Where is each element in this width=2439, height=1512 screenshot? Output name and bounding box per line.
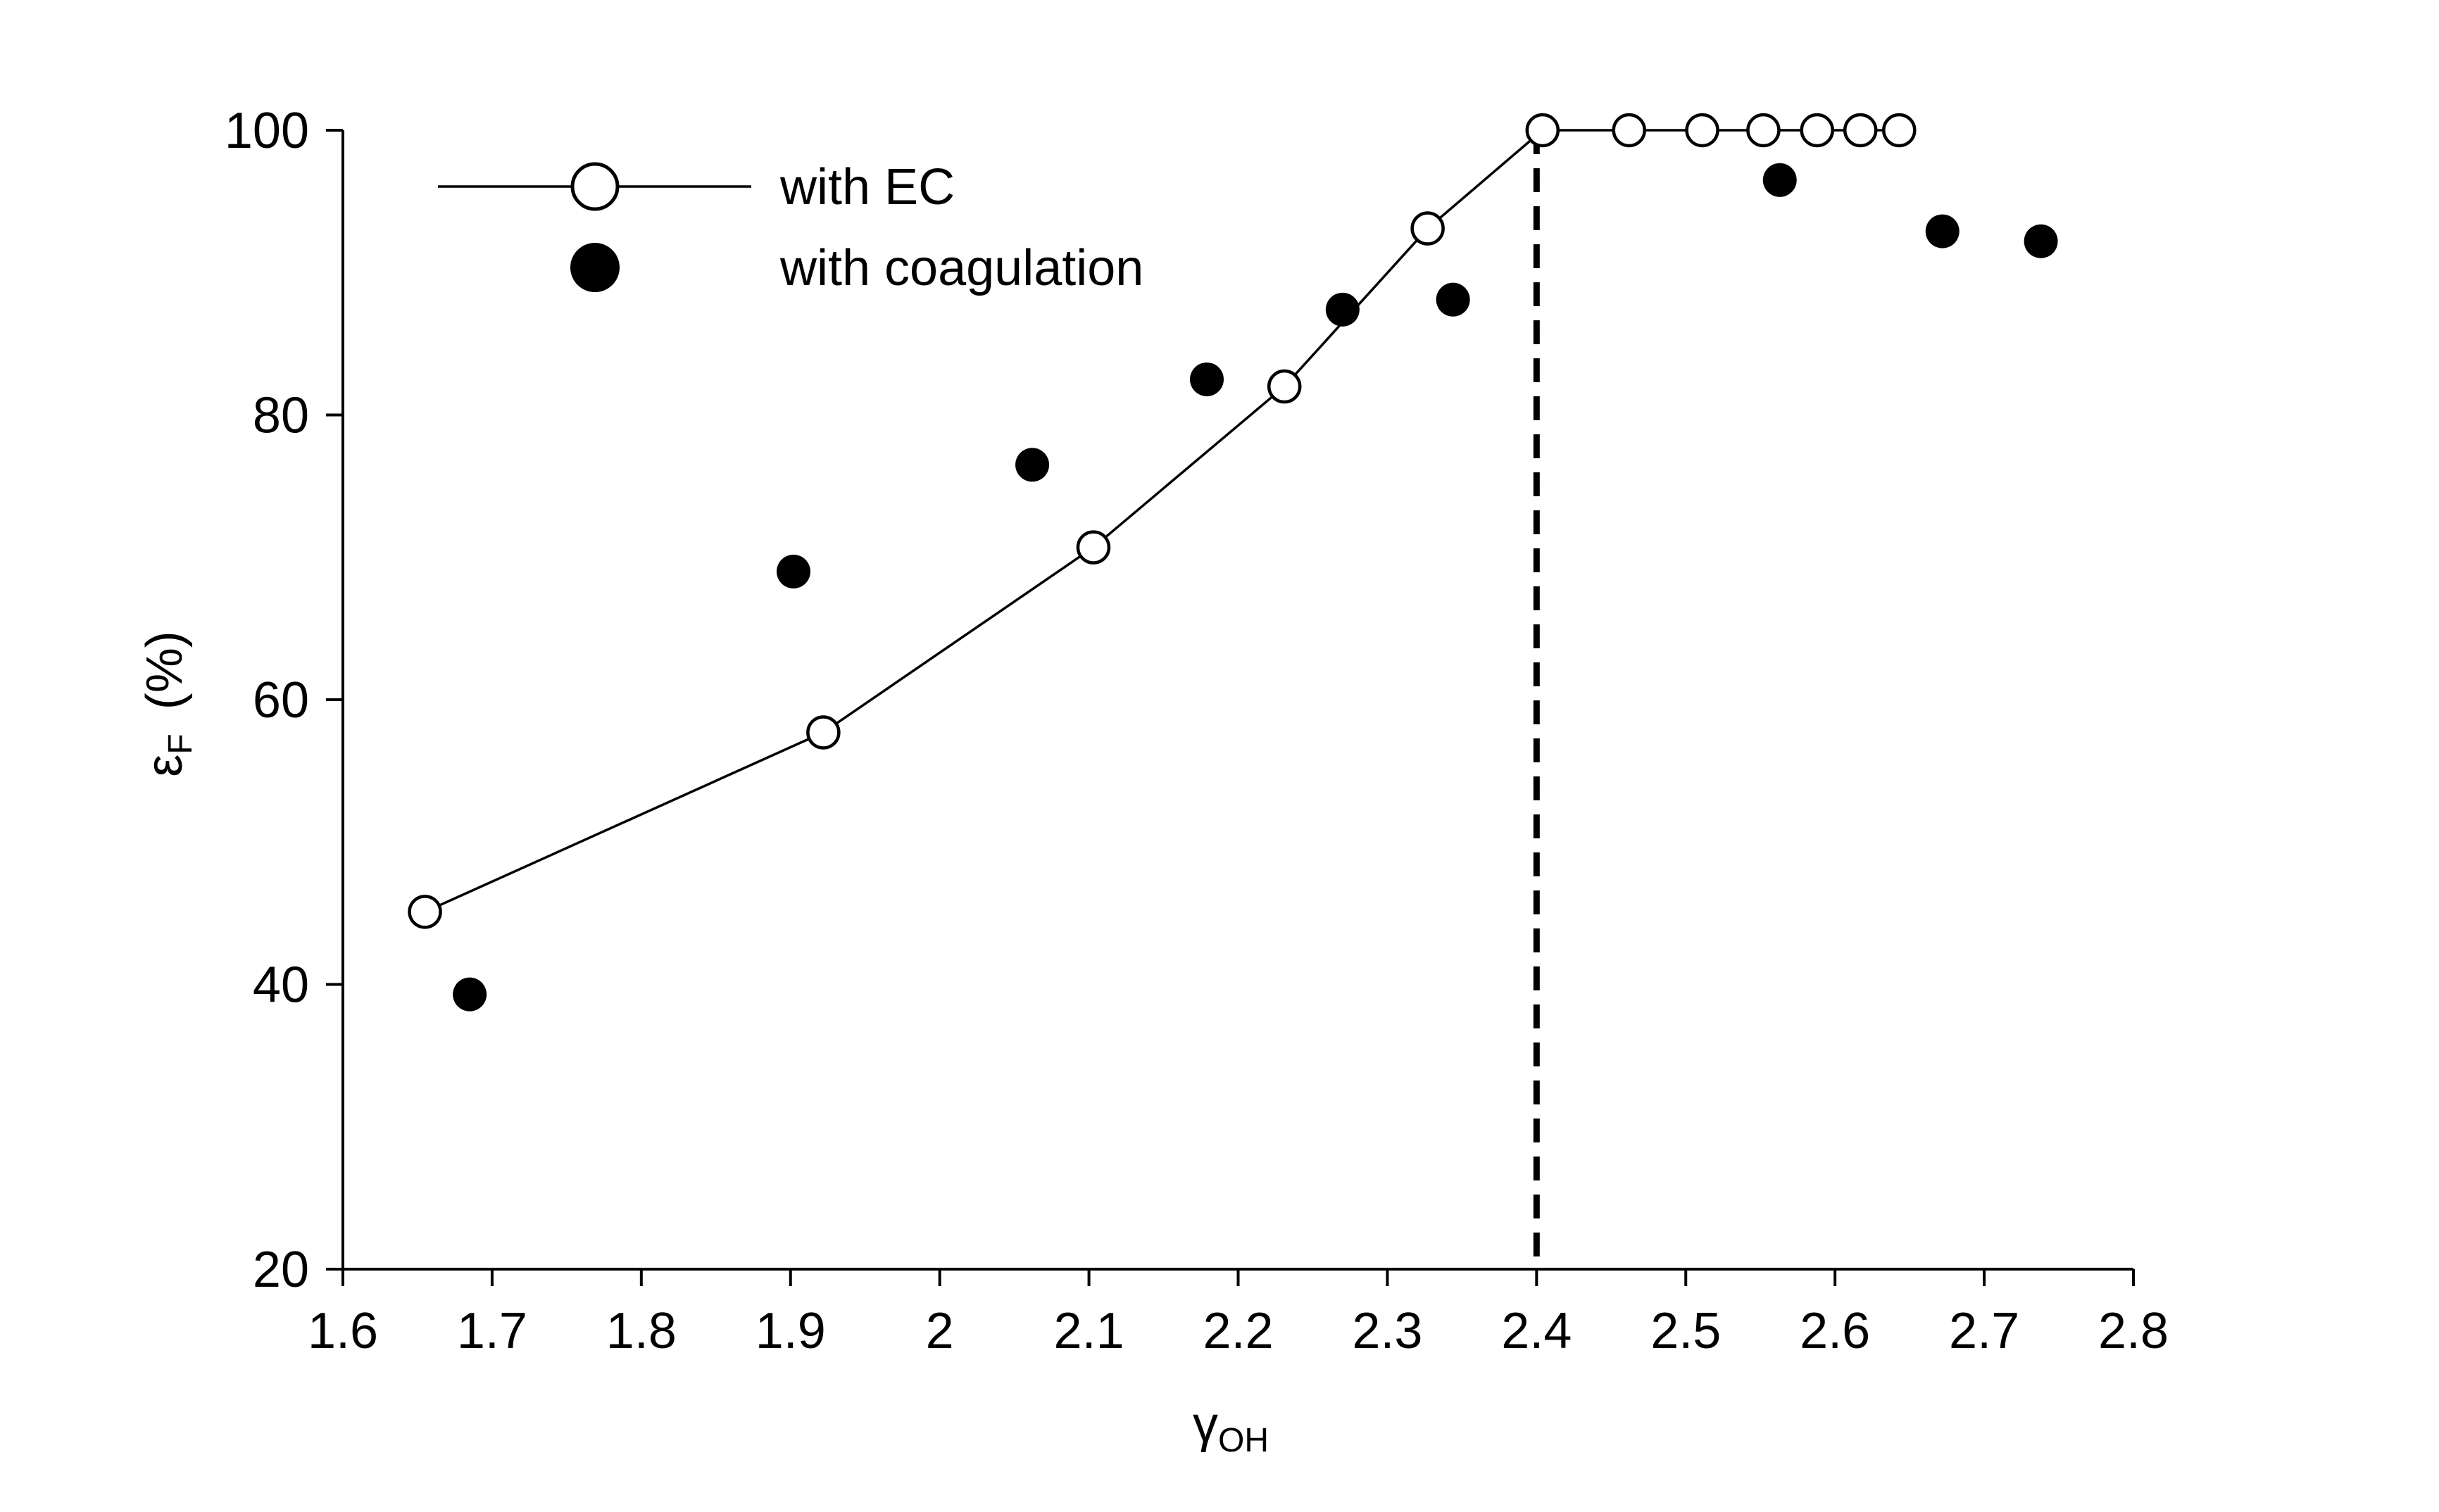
data-point-open: [1525, 113, 1560, 148]
data-point-open: [408, 895, 442, 929]
data-point-open: [1800, 113, 1834, 148]
y-tick-label: 20: [253, 1242, 309, 1298]
data-point-filled: [1436, 282, 1470, 317]
x-axis-subscript: OH: [1218, 1422, 1269, 1459]
x-tick-label: 2.6: [1800, 1303, 1870, 1359]
data-point-open: [1076, 530, 1111, 565]
data-point-filled: [776, 554, 810, 588]
data-point-filled: [2024, 224, 2058, 258]
data-point-filled: [1189, 362, 1224, 396]
x-tick-label: 2: [926, 1303, 954, 1359]
x-tick-label: 1.9: [755, 1303, 826, 1359]
series-line: [424, 129, 1900, 913]
series-2: [453, 163, 2058, 1012]
legend-label: with EC: [779, 159, 955, 215]
x-tick-label: 2.1: [1054, 1303, 1124, 1359]
data-point-open: [1882, 113, 1917, 148]
x-tick-label: 2.4: [1501, 1303, 1572, 1359]
x-tick-label: 1.8: [606, 1303, 677, 1359]
data-point-open: [1267, 369, 1302, 404]
x-axis-title: γOH: [1193, 1397, 1269, 1459]
data-point-open: [1843, 113, 1878, 148]
data-point-filled: [1925, 214, 1960, 248]
data-point-open: [806, 715, 841, 750]
axes: [326, 129, 2135, 1286]
data-point-open: [1410, 211, 1445, 246]
data-point-open: [1685, 113, 1719, 148]
x-tick-label: 2.7: [1949, 1303, 2019, 1359]
legend-marker-filled: [570, 243, 620, 292]
x-axis-symbol: γ: [1193, 1397, 1218, 1453]
y-axis-symbol: ε: [137, 755, 193, 777]
data-point-filled: [1325, 292, 1360, 327]
data-point-filled: [1015, 448, 1050, 482]
x-tick-label: 2.3: [1352, 1303, 1422, 1359]
y-axis-unit: (%): [137, 631, 193, 710]
x-tick-label: 1.6: [308, 1303, 378, 1359]
data-point-filled: [453, 977, 487, 1012]
y-axis-title: εF (%): [137, 631, 199, 776]
y-tick-label: 100: [225, 103, 309, 159]
legend-label: with coagulation: [779, 240, 1143, 296]
series-layer: [408, 113, 2058, 1012]
legend: with EC with coagulation: [438, 159, 1143, 296]
legend-marker-open: [570, 162, 620, 211]
data-point-open: [1612, 113, 1646, 148]
series-1: [408, 113, 1917, 929]
y-tick-label: 60: [253, 672, 309, 729]
x-tick-label: 2.5: [1650, 1303, 1721, 1359]
y-axis-subscript: F: [162, 733, 199, 754]
y-tick-label: 80: [253, 388, 309, 444]
x-tick-label: 2.2: [1203, 1303, 1273, 1359]
data-point-open: [1746, 113, 1781, 148]
data-point-filled: [1762, 163, 1797, 197]
x-tick-label: 2.8: [2098, 1303, 2169, 1359]
tick-labels: 1.6 1.7 1.8 1.9 2 2.1 2.2 2.3 2.4 2.5 2.6 2.7 2.8 20 4…: [225, 103, 2169, 1359]
x-tick-label: 1.7: [457, 1303, 527, 1359]
y-tick-label: 40: [253, 957, 309, 1014]
